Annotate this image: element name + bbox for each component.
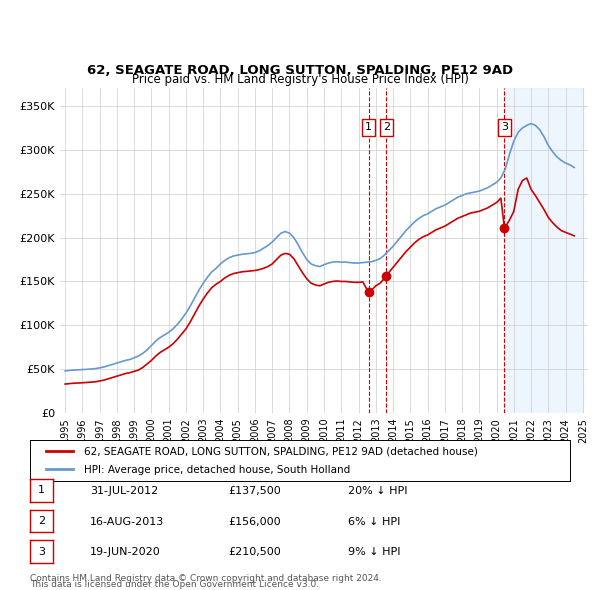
- Text: 3: 3: [38, 547, 45, 556]
- Text: 2: 2: [383, 123, 390, 132]
- Bar: [505, 88, 583, 413]
- Text: 1: 1: [38, 486, 45, 495]
- Text: £137,500: £137,500: [228, 486, 281, 496]
- Text: 3: 3: [501, 123, 508, 132]
- Text: This data is licensed under the Open Government Licence v3.0.: This data is licensed under the Open Gov…: [30, 581, 319, 589]
- Text: £210,500: £210,500: [228, 548, 281, 557]
- Text: 62, SEAGATE ROAD, LONG SUTTON, SPALDING, PE12 9AD (detached house): 62, SEAGATE ROAD, LONG SUTTON, SPALDING,…: [84, 447, 478, 457]
- Text: 2: 2: [38, 516, 45, 526]
- Text: 6% ↓ HPI: 6% ↓ HPI: [348, 517, 400, 526]
- Text: 31-JUL-2012: 31-JUL-2012: [90, 486, 158, 496]
- Text: HPI: Average price, detached house, South Holland: HPI: Average price, detached house, Sout…: [84, 465, 350, 475]
- Text: Price paid vs. HM Land Registry's House Price Index (HPI): Price paid vs. HM Land Registry's House …: [131, 73, 469, 86]
- Text: 16-AUG-2013: 16-AUG-2013: [90, 517, 164, 526]
- Text: 19-JUN-2020: 19-JUN-2020: [90, 548, 161, 557]
- Text: 1: 1: [365, 123, 372, 132]
- Text: 9% ↓ HPI: 9% ↓ HPI: [348, 548, 401, 557]
- Text: £156,000: £156,000: [228, 517, 281, 526]
- Text: 62, SEAGATE ROAD, LONG SUTTON, SPALDING, PE12 9AD: 62, SEAGATE ROAD, LONG SUTTON, SPALDING,…: [87, 64, 513, 77]
- Text: Contains HM Land Registry data © Crown copyright and database right 2024.: Contains HM Land Registry data © Crown c…: [30, 574, 382, 583]
- Text: 20% ↓ HPI: 20% ↓ HPI: [348, 486, 407, 496]
